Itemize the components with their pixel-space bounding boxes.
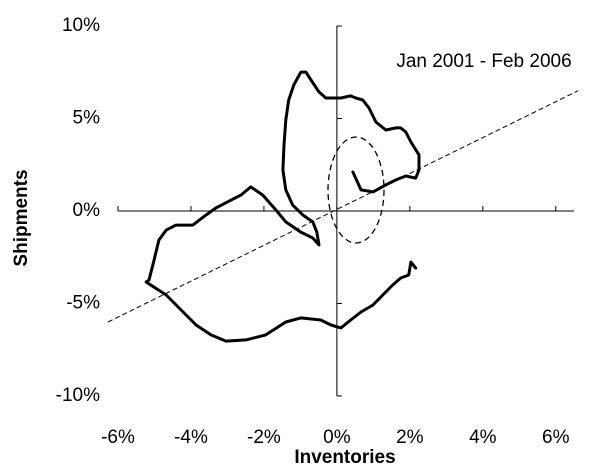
x-tick-label: 0% [323, 427, 351, 448]
x-tick-label: 6% [542, 427, 570, 448]
x-axis-label: Inventories [294, 447, 395, 467]
data-line [144, 70, 421, 343]
reference-line [107, 90, 579, 323]
y-tick-label: 0% [73, 200, 101, 221]
y-tick-label: -5% [66, 293, 100, 314]
annotation: Jan 2001 - Feb 2006 [396, 51, 571, 72]
y-axis-label: Shipments [11, 169, 32, 266]
x-tick-label: 4% [469, 427, 497, 448]
y-tick-label: 10% [62, 15, 100, 36]
x-tick-label: -6% [101, 427, 135, 448]
x-tick-label: -4% [174, 427, 208, 448]
y-tick-label: -10% [56, 385, 100, 406]
y-tick-label: 5% [73, 108, 101, 129]
x-tick-label: 2% [396, 427, 424, 448]
x-tick-label: -2% [247, 427, 281, 448]
ellipse [327, 136, 385, 244]
